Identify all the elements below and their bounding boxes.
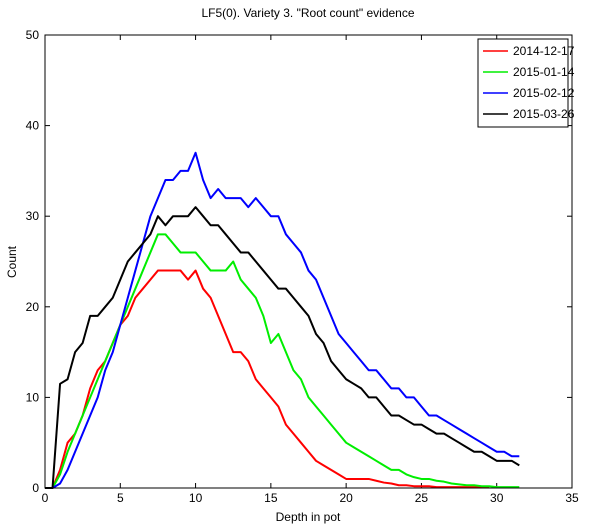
legend-label: 2015-02-12 (513, 86, 575, 100)
x-tick-label: 35 (565, 491, 579, 505)
legend-box (477, 38, 569, 128)
legend-label: 2015-01-14 (513, 65, 575, 79)
x-tick-label: 5 (117, 491, 124, 505)
y-tick-label: 10 (26, 390, 40, 404)
series-line (45, 206, 520, 489)
series-line (45, 151, 520, 489)
plot-frame (44, 34, 573, 489)
x-tick-label: 10 (189, 491, 203, 505)
y-tick-label: 40 (26, 119, 40, 133)
y-tick-label: 20 (26, 300, 40, 314)
series-line (45, 233, 520, 489)
x-tick-label: 30 (490, 491, 504, 505)
y-axis-label: Count (5, 245, 19, 278)
y-tick-label: 0 (32, 481, 39, 495)
x-tick-label: 15 (264, 491, 278, 505)
x-axis-label: Depth in pot (276, 510, 341, 524)
legend-label: 2014-12-17 (513, 44, 575, 58)
x-tick-label: 0 (42, 491, 49, 505)
x-tick-label: 20 (339, 491, 353, 505)
x-tick-label: 25 (415, 491, 429, 505)
y-tick-label: 50 (26, 28, 40, 42)
chart-title: LF5(0). Variety 3. "Root count" evidence (201, 6, 414, 20)
legend-label: 2015-03-26 (513, 107, 575, 121)
y-tick-label: 30 (26, 209, 40, 223)
